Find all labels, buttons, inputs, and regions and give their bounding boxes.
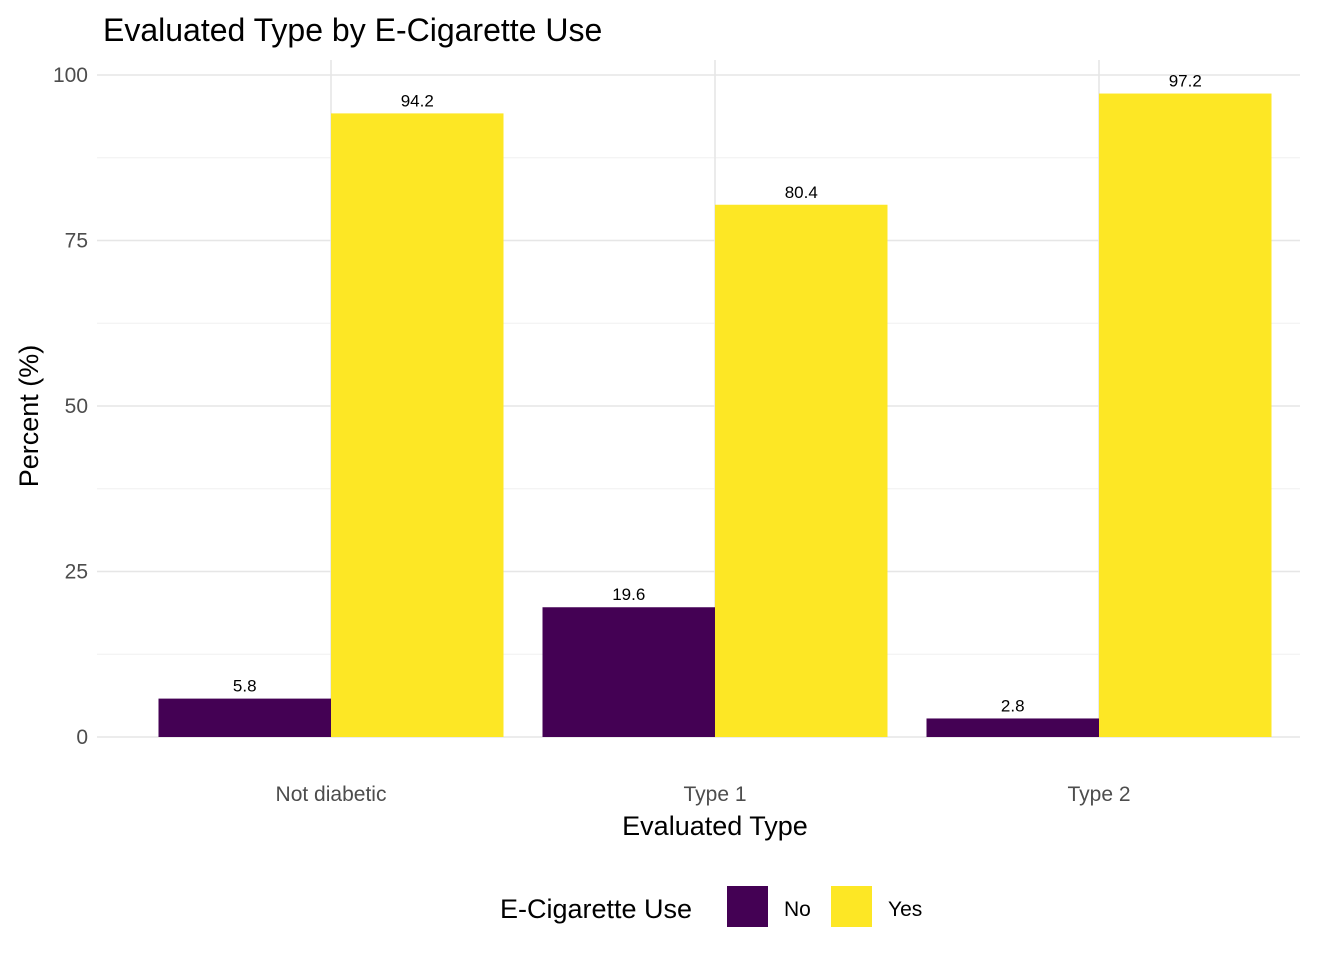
- legend-label: Yes: [888, 898, 922, 921]
- y-tick-label: 75: [65, 230, 88, 253]
- y-tick-label: 100: [53, 64, 88, 87]
- y-tick-label: 25: [65, 561, 88, 584]
- y-axis-title: Percent (%): [14, 345, 44, 488]
- bar-yes: [1099, 93, 1272, 737]
- data-label: 5.8: [233, 677, 257, 696]
- bars: [158, 93, 1272, 737]
- data-label: 97.2: [1169, 72, 1202, 91]
- y-tick-label: 50: [65, 395, 88, 418]
- data-label: 80.4: [785, 183, 818, 202]
- data-labels: 5.8 19.6 2.8 94.2 80.4 97.2: [233, 72, 1202, 716]
- legend-label: No: [784, 898, 811, 921]
- legend-title: E-Cigarette Use: [500, 894, 692, 924]
- chart-title: Evaluated Type by E-Cigarette Use: [103, 12, 602, 48]
- x-axis-title: Evaluated Type: [622, 811, 808, 841]
- x-tick-label: Type 2: [1067, 783, 1130, 806]
- legend-key-yes: [831, 886, 872, 927]
- legend-key-no: [727, 886, 768, 927]
- bar-no: [158, 698, 331, 737]
- data-label: 2.8: [1001, 696, 1025, 715]
- bar-no: [926, 718, 1099, 737]
- bar-no: [542, 607, 715, 737]
- x-tick-label: Not diabetic: [276, 783, 387, 806]
- x-tick-label: Type 1: [683, 783, 746, 806]
- bar-yes: [331, 113, 504, 737]
- data-label: 94.2: [401, 91, 434, 110]
- legend: E-Cigarette Use No Yes: [500, 886, 922, 927]
- data-label: 19.6: [612, 585, 645, 604]
- axes: Evaluated Type Percent (%) 0 25 50 75 100 Not…: [14, 64, 1131, 841]
- bar-yes: [715, 204, 888, 737]
- y-tick-label: 0: [76, 726, 88, 749]
